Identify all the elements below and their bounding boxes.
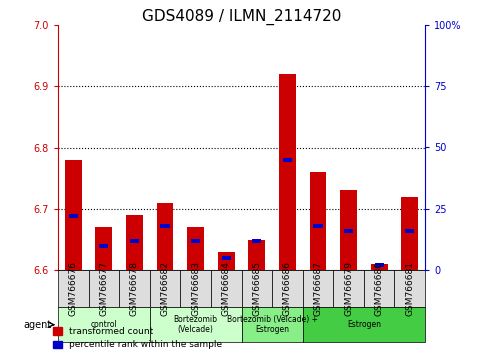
- Text: Bortezomib (Velcade) +
Estrogen: Bortezomib (Velcade) + Estrogen: [227, 315, 318, 335]
- Bar: [340, 190, 357, 270]
- Bar: [313, 224, 323, 228]
- Title: GDS4089 / ILMN_2114720: GDS4089 / ILMN_2114720: [142, 8, 341, 25]
- Bar: [180, 270, 211, 307]
- Bar: [58, 307, 150, 342]
- Bar: [405, 229, 414, 233]
- Text: agent: agent: [24, 320, 52, 330]
- Text: GSM766686: GSM766686: [283, 261, 292, 316]
- Bar: [272, 270, 303, 307]
- Text: Estrogen: Estrogen: [347, 320, 381, 329]
- Bar: [344, 229, 353, 233]
- Text: GSM766682: GSM766682: [160, 261, 170, 316]
- Bar: [156, 203, 173, 270]
- Bar: [364, 270, 395, 307]
- Legend: transformed count, percentile rank within the sample: transformed count, percentile rank withi…: [53, 327, 222, 349]
- Bar: [65, 160, 82, 270]
- Bar: [401, 196, 418, 270]
- Bar: [126, 215, 143, 270]
- Bar: [99, 244, 109, 247]
- Text: GSM766676: GSM766676: [69, 261, 78, 316]
- Bar: [310, 172, 327, 270]
- Text: GSM766680: GSM766680: [375, 261, 384, 316]
- Bar: [303, 270, 333, 307]
- Text: GSM766677: GSM766677: [99, 261, 108, 316]
- Bar: [222, 256, 231, 260]
- Bar: [187, 227, 204, 270]
- Bar: [160, 224, 170, 228]
- Bar: [248, 240, 265, 270]
- Text: GSM766685: GSM766685: [252, 261, 261, 316]
- Bar: [279, 74, 296, 270]
- Text: control: control: [90, 320, 117, 329]
- Bar: [88, 270, 119, 307]
- Bar: [130, 239, 139, 242]
- Bar: [218, 252, 235, 270]
- Bar: [69, 215, 78, 218]
- Bar: [252, 239, 261, 242]
- Text: GSM766687: GSM766687: [313, 261, 323, 316]
- Bar: [303, 307, 425, 342]
- Bar: [150, 270, 180, 307]
- Bar: [119, 270, 150, 307]
- Text: GSM766679: GSM766679: [344, 261, 353, 316]
- Bar: [333, 270, 364, 307]
- Bar: [191, 239, 200, 242]
- Bar: [371, 264, 387, 270]
- Text: GSM766684: GSM766684: [222, 261, 231, 316]
- Bar: [283, 158, 292, 162]
- Bar: [395, 270, 425, 307]
- Bar: [242, 270, 272, 307]
- Bar: [58, 270, 88, 307]
- Bar: [96, 227, 112, 270]
- Bar: [374, 263, 384, 267]
- Text: GSM766681: GSM766681: [405, 261, 414, 316]
- Bar: [211, 270, 242, 307]
- Bar: [242, 307, 303, 342]
- Text: GSM766678: GSM766678: [130, 261, 139, 316]
- Text: Bortezomib
(Velcade): Bortezomib (Velcade): [173, 315, 218, 335]
- Bar: [150, 307, 242, 342]
- Text: GSM766683: GSM766683: [191, 261, 200, 316]
